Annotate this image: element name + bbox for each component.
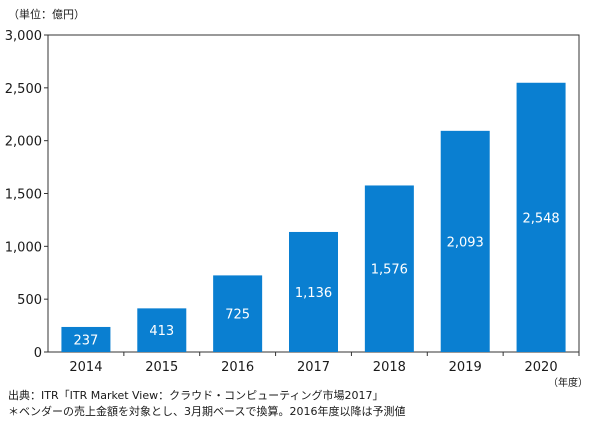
x-tick-label: 2016 bbox=[221, 360, 254, 375]
bar-2017 bbox=[289, 231, 338, 352]
bar-value-label: 413 bbox=[149, 324, 174, 339]
x-tick-label: 2014 bbox=[69, 360, 102, 375]
y-tick-label: 1,000 bbox=[5, 240, 42, 255]
y-tick-label: 0 bbox=[34, 346, 42, 361]
bar-value-label: 725 bbox=[225, 308, 250, 323]
bar-2016 bbox=[213, 275, 263, 352]
y-tick-label: 2,500 bbox=[5, 82, 42, 97]
bar-2015 bbox=[137, 308, 187, 352]
bar-value-label: 2,093 bbox=[447, 235, 484, 250]
y-axis-unit-label: （単位：億円） bbox=[8, 8, 85, 21]
x-axis-unit-label: （年度） bbox=[548, 378, 588, 389]
bar-2019 bbox=[440, 130, 490, 352]
y-axis: 0 500 1,000 1,500 2,000 2,500 3,000 bbox=[5, 29, 48, 361]
bar-value-label: 1,136 bbox=[295, 286, 332, 301]
y-tick-label: 500 bbox=[17, 293, 42, 308]
bar-2014 bbox=[61, 326, 111, 352]
bar-2018 bbox=[364, 185, 414, 352]
bar-value-label: 2,548 bbox=[522, 211, 559, 226]
bar-value-label: 1,576 bbox=[371, 263, 408, 278]
x-tick-label: 2015 bbox=[145, 360, 178, 375]
x-tick-label: 2017 bbox=[297, 360, 330, 375]
source-note: 出典：ITR「ITR Market View：クラウド・コンピューティング市場2… bbox=[8, 389, 384, 402]
y-tick-label: 2,000 bbox=[5, 135, 42, 150]
y-tick-label: 3,000 bbox=[5, 29, 42, 44]
x-tick-label: 2020 bbox=[525, 360, 558, 375]
y-tick-label: 1,500 bbox=[5, 188, 42, 203]
x-tick-label: 2018 bbox=[373, 360, 406, 375]
x-axis: 2014 2015 2016 2017 2018 2019 2020 bbox=[69, 352, 580, 375]
bar-series: 237 413 725 1,136 1,576 2,093 2,548 bbox=[61, 82, 566, 353]
bar-value-label: 237 bbox=[74, 333, 99, 348]
chart-notes: 出典：ITR「ITR Market View：クラウド・コンピューティング市場2… bbox=[8, 388, 405, 420]
footnote: ＊ベンダーの売上金額を対象とし、3月期ベースで換算。2016年度以降は予測値 bbox=[8, 405, 406, 418]
bar-2020 bbox=[516, 82, 566, 353]
x-tick-label: 2019 bbox=[449, 360, 482, 375]
